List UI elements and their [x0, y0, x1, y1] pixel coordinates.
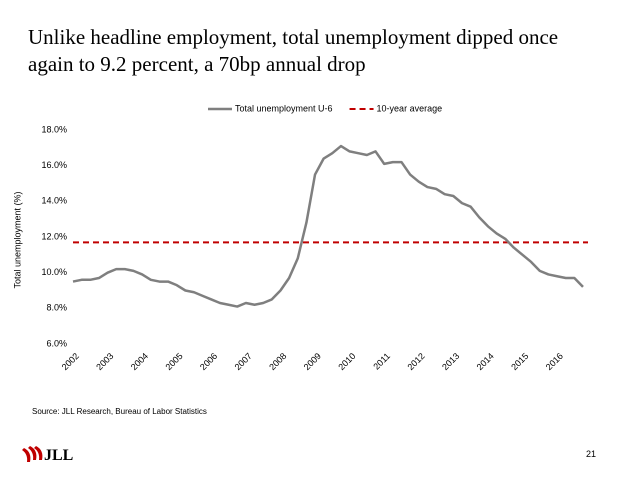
source: Source: JLL Research, Bureau of Labor St… — [32, 407, 207, 416]
logo: JLL — [44, 447, 73, 464]
x-tick-label: 2005 — [163, 351, 184, 372]
x-tick-label: 2012 — [405, 351, 426, 372]
x-tick-label: 2014 — [475, 351, 496, 372]
y-axis-label: Total unemployment (%) — [12, 191, 22, 288]
legend-label: Total unemployment U-6 — [235, 103, 333, 113]
x-tick-label: 2008 — [267, 351, 288, 372]
y-tick-label: 10.0% — [41, 267, 67, 277]
logo-icon — [22, 446, 43, 462]
x-tick-label: 2013 — [440, 351, 461, 372]
x-tick-label: 2003 — [94, 351, 115, 372]
y-tick-label: 16.0% — [41, 160, 67, 170]
y-tick-label: 14.0% — [41, 196, 67, 206]
x-tick-label: 2006 — [198, 351, 219, 372]
x-tick-label: 2002 — [60, 351, 81, 372]
x-tick-label: 2007 — [233, 351, 254, 372]
x-tick-label: 2009 — [302, 351, 323, 372]
x-tick-label: 2016 — [544, 351, 565, 372]
data-line — [72, 144, 584, 308]
x-tick-label: 2015 — [509, 351, 530, 372]
slide-title: Unlike headline employment, total unempl… — [28, 25, 559, 76]
legend-label: 10-year average — [377, 103, 443, 113]
page-number: 21 — [586, 449, 596, 459]
y-tick-label: 12.0% — [41, 231, 67, 241]
y-tick-label: 8.0% — [46, 303, 67, 313]
y-tick-label: 18.0% — [41, 124, 67, 134]
x-tick-label: 2011 — [371, 351, 392, 372]
x-tick-label: 2004 — [129, 351, 150, 372]
x-tick-label: 2010 — [336, 351, 357, 372]
y-tick-label: 6.0% — [46, 338, 67, 348]
